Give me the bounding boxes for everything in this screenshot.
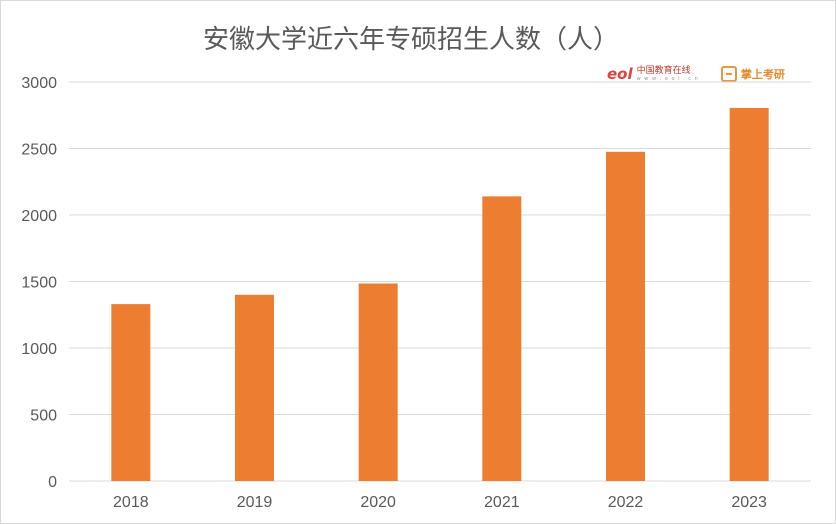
kaoyan-logo: 掌上考研 [720,66,785,82]
kaoyan-logo-name: 掌上考研 [740,68,785,81]
x-tick-label: 2022 [608,494,644,511]
bar-2023 [729,107,769,481]
eol-logo-url: w w w . e o l . c n [636,76,699,82]
y-tick-label: 500 [30,408,57,425]
chart-title: 安徽大学近六年专硕招生人数（人） [202,25,619,55]
y-tick-label: 0 [48,474,57,491]
x-tick-label: 2019 [237,494,273,511]
x-tick-label: 2020 [360,494,396,511]
bar-2019 [235,294,274,481]
bar-2018 [111,304,151,481]
bar-2022 [606,151,645,481]
y-tick-label: 1500 [21,275,57,292]
bar-2020 [358,283,398,481]
bars [111,107,769,481]
y-tick-label: 2500 [21,142,57,159]
y-tick-label: 2000 [21,208,57,225]
y-tick-label: 1000 [21,341,57,358]
eol-logo-name: 中国教育在线 [636,66,691,76]
gridlines [69,81,811,482]
x-tick-label: 2021 [484,494,520,511]
x-tick-label: 2023 [731,494,767,511]
y-tick-label: 3000 [21,75,57,92]
y-axis: 0 500 1000 1500 2000 2500 3000 [21,75,57,491]
eol-logo: eol 中国教育在线 w w w . e o l . c n [607,65,699,83]
eol-logo-mark: eol [607,65,633,83]
x-axis: 2018 2019 2020 2021 2022 2023 [113,494,767,511]
x-tick-label: 2018 [113,494,149,511]
watermark-logos: eol 中国教育在线 w w w . e o l . c n 掌上考研 [607,63,807,85]
bar-2021 [482,196,522,481]
kaoyan-logo-icon [720,66,737,82]
